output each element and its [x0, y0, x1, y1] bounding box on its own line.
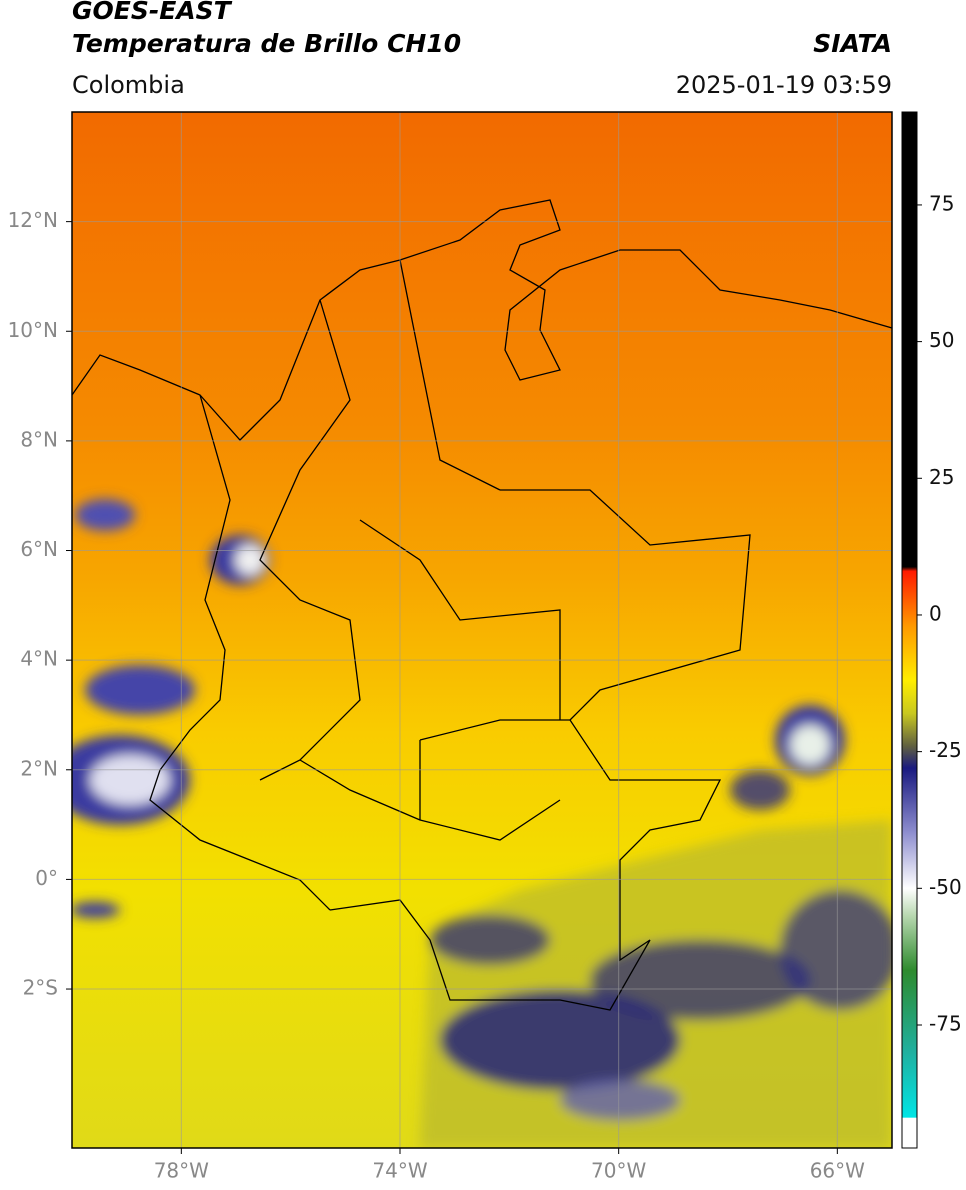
- y-tick-label: 12°N: [8, 208, 58, 232]
- subtitle: Temperatura de Brillo CH10: [72, 29, 461, 58]
- region: Colombia: [72, 71, 185, 99]
- axes: 78°W 74°W 70°W 66°W 12°N 10°N 8°N 6°N 4°N 2°N 0° 2°…: [8, 112, 892, 1183]
- national-border: [329, 489, 751, 1011]
- x-tick-label: 74°W: [372, 1159, 427, 1183]
- map-frame: [71, 111, 893, 1149]
- title: GOES-EAST: [72, 0, 233, 25]
- y-tick-label: 4°N: [20, 647, 58, 671]
- clouds: [72, 499, 892, 1148]
- colorbar-tick-label: 75: [929, 191, 954, 215]
- colorbar-tick-label: 25: [929, 465, 954, 489]
- y-tick-label: 10°N: [8, 318, 58, 342]
- colorbar-tick-label: -50: [929, 875, 962, 899]
- x-tick-label: 70°W: [591, 1159, 646, 1183]
- colorbar-tick-label: -75: [929, 1011, 962, 1035]
- coastline: [72, 199, 892, 441]
- y-tick-label: 0°: [35, 866, 58, 890]
- coastline-pacific: [149, 394, 331, 911]
- colorbar-tick-label: -25: [929, 738, 962, 762]
- y-tick-label: 2°S: [23, 976, 58, 1000]
- colorbar-scale: [901, 111, 918, 1149]
- y-tick-label: 6°N: [20, 537, 58, 561]
- x-tick-label: 66°W: [810, 1159, 865, 1183]
- y-tick-label: 2°N: [20, 756, 58, 780]
- colorbar-tick-label: 0: [929, 601, 942, 625]
- x-tick-label: 78°W: [154, 1159, 209, 1183]
- department-borders: [259, 259, 570, 841]
- imagery: [72, 112, 892, 1148]
- y-tick-label: 8°N: [20, 427, 58, 451]
- colorbar-tick-label: 50: [929, 328, 954, 352]
- colorbar: 75 50 25 0 -25 -50 -75: [901, 111, 962, 1149]
- source: SIATA: [813, 29, 892, 58]
- timestamp: 2025-01-19 03:59: [676, 71, 892, 99]
